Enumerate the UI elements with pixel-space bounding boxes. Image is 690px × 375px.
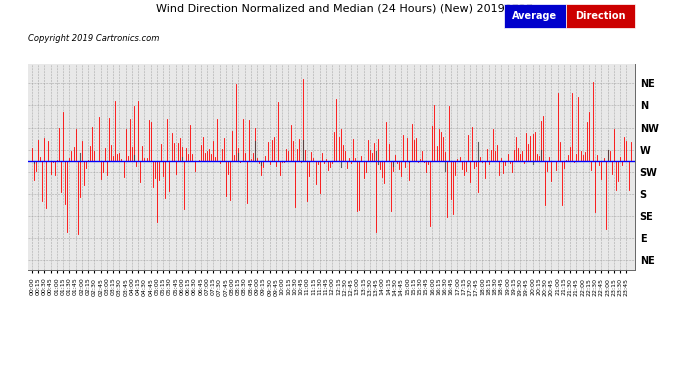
Text: Wind Direction Normalized and Median (24 Hours) (New) 20190727: Wind Direction Normalized and Median (24… <box>157 4 533 14</box>
Text: Direction: Direction <box>575 11 626 21</box>
Text: Copyright 2019 Cartronics.com: Copyright 2019 Cartronics.com <box>28 34 159 43</box>
Text: Average: Average <box>512 11 558 21</box>
